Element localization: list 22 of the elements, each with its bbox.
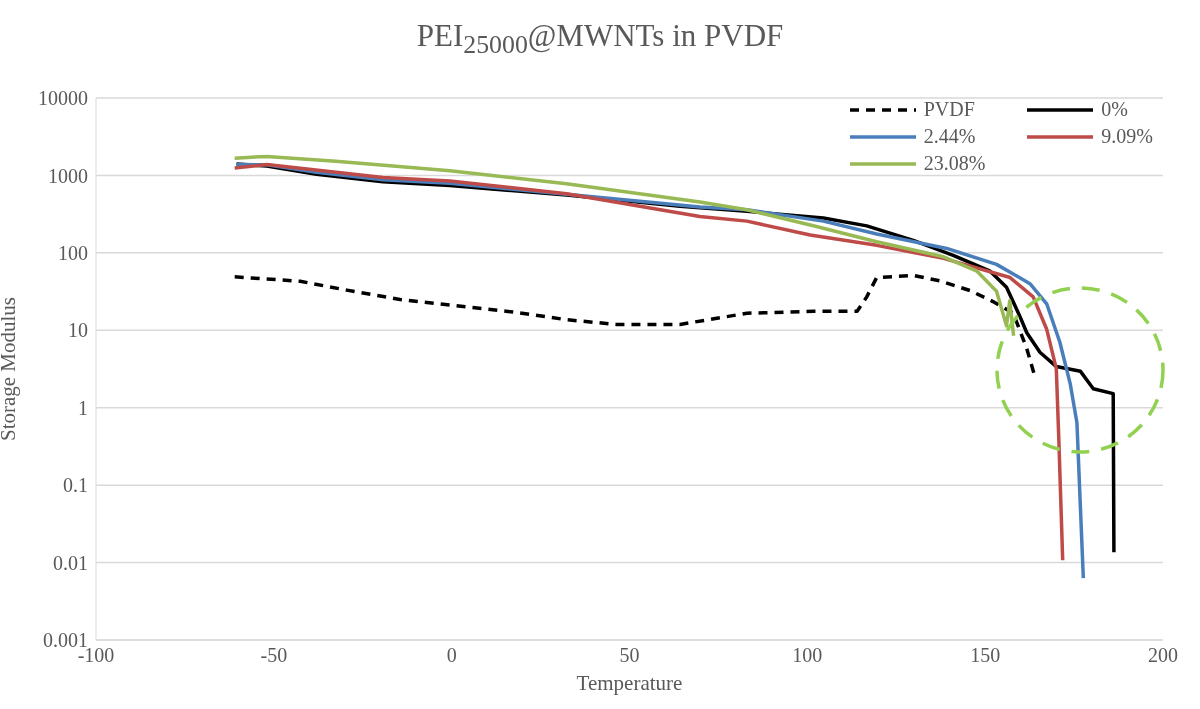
y-tick-label: 10 xyxy=(68,319,88,342)
x-tick-label: 150 xyxy=(970,644,1001,667)
x-tick-label: 0 xyxy=(446,644,457,667)
x-axis-title: Temperature xyxy=(576,671,683,695)
legend-label: 23.08% xyxy=(923,151,986,176)
y-tick-label: 10000 xyxy=(38,87,88,110)
line-series xyxy=(232,154,1016,338)
y-tick-label: 1000 xyxy=(48,164,88,187)
chart-title: PEI$_{25000}$@MWNTs in PVDF xyxy=(415,18,785,61)
legend-label: 2.44% xyxy=(923,124,976,149)
legend-label: PVDF xyxy=(923,97,975,122)
y-axis-title: Storage Modulus xyxy=(0,296,21,442)
x-tick-label: 200 xyxy=(1148,644,1178,667)
y-tick-label: 1 xyxy=(78,396,88,419)
x-tick-label: -50 xyxy=(260,644,288,667)
y-tick-label: 0.1 xyxy=(63,474,88,497)
legend-label: 0% xyxy=(1101,97,1128,122)
x-tick-label: 50 xyxy=(619,644,640,667)
x-tick-label: 100 xyxy=(792,644,823,667)
legend-label: 9.09% xyxy=(1101,124,1153,149)
y-tick-label: 100 xyxy=(58,241,88,264)
y-tick-label: 0.01 xyxy=(53,551,88,574)
